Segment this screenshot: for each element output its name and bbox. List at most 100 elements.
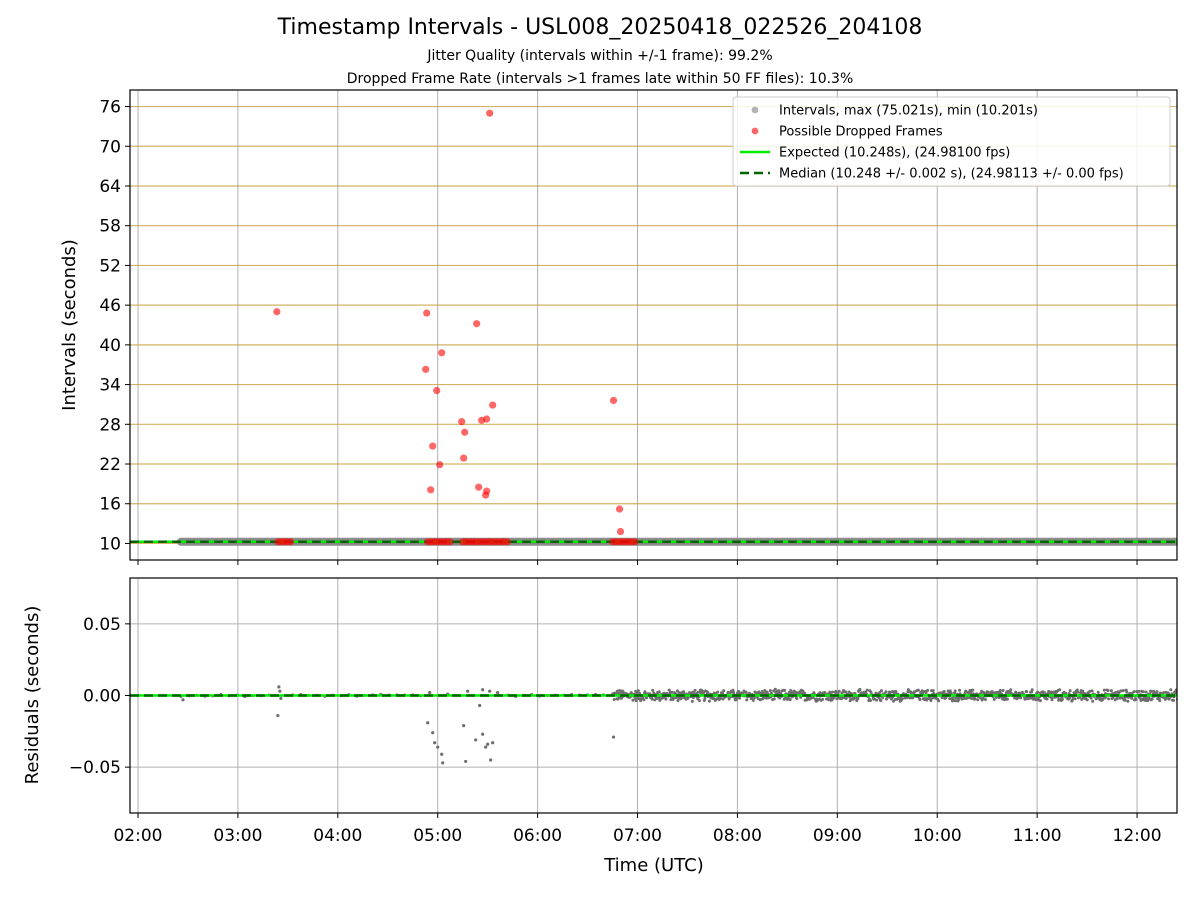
residual-point [633, 696, 637, 700]
residual-point [1182, 696, 1185, 699]
residual-point [491, 741, 495, 745]
residual-point [637, 697, 641, 701]
residual-point [865, 688, 869, 692]
residual-point [636, 689, 640, 693]
residual-point [894, 689, 898, 693]
residual-point [1049, 690, 1053, 694]
dropped-frame-point [427, 486, 435, 494]
residual-point [1180, 695, 1183, 698]
residual-point [440, 752, 444, 756]
residual-point [1162, 691, 1166, 695]
residual-point [474, 738, 478, 742]
bottom-xtick-label: 11:00 [1013, 826, 1062, 846]
residual-point [1076, 690, 1080, 694]
residual-point [971, 688, 975, 692]
residual-point [1165, 696, 1169, 700]
residual-point [690, 699, 694, 703]
residuals-data [130, 685, 1186, 765]
residual-point [481, 688, 485, 692]
residual-point [942, 689, 946, 693]
bottom-ytick-label: −0.05 [69, 758, 121, 778]
residual-point [1068, 689, 1072, 693]
residual-point [703, 696, 707, 700]
residual-point [1178, 693, 1181, 696]
residual-point [1183, 694, 1186, 697]
residual-point [1017, 691, 1021, 695]
residual-point [956, 698, 960, 702]
residual-point [962, 696, 966, 700]
residual-point [818, 691, 822, 695]
dropped-frame-point [436, 461, 444, 469]
residual-point [1130, 696, 1134, 700]
residual-point [1009, 688, 1013, 692]
top-axes-frame [129, 89, 1178, 561]
residual-point [858, 688, 862, 692]
residual-point [761, 696, 765, 700]
residual-point [1068, 696, 1072, 700]
top-ytick-label: 46 [99, 296, 121, 316]
residual-point [612, 697, 616, 701]
residual-point [658, 698, 662, 702]
residual-point [488, 689, 492, 693]
residual-point [1180, 696, 1183, 699]
residual-point [496, 691, 500, 695]
top-ytick-label: 52 [99, 256, 121, 276]
residual-point [484, 745, 488, 749]
dropped-frame-point [458, 418, 466, 426]
residual-point [707, 699, 711, 703]
bottom-xtick-label: 06:00 [513, 826, 562, 846]
residual-point [277, 685, 281, 689]
residual-point [918, 698, 922, 702]
dropped-frame-point [461, 428, 469, 436]
residual-point [1181, 695, 1184, 698]
top-ytick-label: 16 [99, 495, 121, 515]
residual-point [772, 697, 776, 701]
bottom-xtick-label: 09:00 [813, 826, 862, 846]
residual-point [486, 742, 490, 746]
residual-point [1005, 697, 1009, 701]
residual-point [811, 696, 815, 700]
residual-point [1001, 689, 1005, 693]
residual-point [1150, 689, 1154, 693]
residual-point [773, 687, 777, 691]
chart-subtitle-dropped: Dropped Frame Rate (intervals >1 frames … [346, 71, 854, 87]
residual-point [738, 696, 742, 700]
residual-point [1091, 699, 1095, 703]
residual-point [680, 696, 684, 700]
dropped-frame-point [503, 538, 512, 546]
residual-point [869, 690, 873, 694]
residual-point [1030, 690, 1034, 694]
residual-point [998, 688, 1002, 692]
top-ytick-label: 10 [99, 534, 121, 554]
residual-point [1115, 697, 1119, 701]
legend-dropped-marker [751, 127, 759, 135]
bottom-xtick-label: 04:00 [313, 826, 362, 846]
residual-point [650, 697, 654, 701]
residual-point [1006, 689, 1010, 693]
residual-point [992, 698, 996, 702]
residual-point [462, 723, 466, 728]
residual-point [958, 688, 962, 692]
residual-point [940, 696, 944, 700]
residual-point [692, 691, 696, 695]
residual-point [879, 689, 883, 693]
residual-point [847, 690, 851, 694]
residual-point [954, 699, 958, 703]
residual-point [1169, 688, 1173, 692]
residual-point [954, 696, 958, 700]
residual-point [789, 689, 793, 693]
top-ytick-label: 22 [99, 455, 121, 475]
residual-point [611, 735, 616, 739]
residual-point [851, 697, 855, 701]
residual-point [736, 689, 740, 693]
residual-point [1125, 690, 1129, 694]
dropped-frame-point [433, 386, 441, 395]
residual-point [844, 690, 848, 694]
residual-point [1058, 688, 1062, 692]
residual-point [1178, 695, 1181, 698]
dropped-frame-point [475, 483, 483, 491]
dropped-frame-point [473, 320, 481, 328]
residual-point [983, 698, 987, 702]
residual-point [726, 690, 730, 694]
